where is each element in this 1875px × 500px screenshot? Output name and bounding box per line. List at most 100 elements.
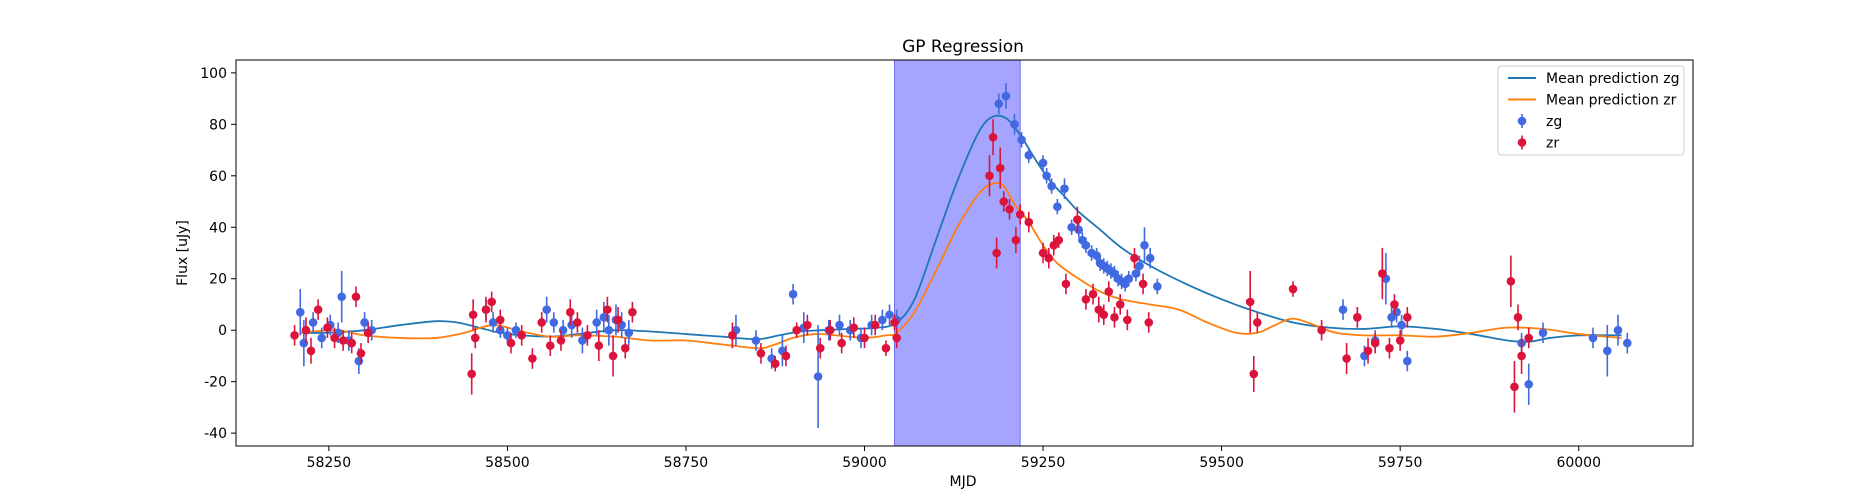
data-point — [988, 132, 998, 142]
data-point — [1317, 325, 1326, 335]
chart-title: GP Regression — [902, 37, 1024, 57]
data-point — [528, 354, 537, 363]
data-point — [604, 325, 614, 335]
x-tick-label: 58500 — [485, 455, 530, 471]
data-point — [1588, 333, 1598, 343]
data-point — [1397, 320, 1406, 330]
data-point — [620, 343, 630, 353]
data-point — [1044, 253, 1054, 263]
data-point — [1245, 297, 1255, 307]
data-point — [308, 318, 318, 327]
data-point — [1403, 313, 1412, 322]
data-point — [1038, 248, 1048, 258]
data-point — [503, 331, 512, 340]
x-axis-label: MJD — [950, 474, 977, 490]
data-point — [1042, 171, 1051, 181]
data-point — [594, 341, 604, 350]
data-point — [1370, 338, 1380, 348]
data-point — [608, 351, 618, 361]
data-point — [338, 336, 348, 345]
data-point — [792, 325, 801, 335]
data-point — [354, 356, 364, 366]
data-point — [360, 318, 369, 327]
y-tick-label: 100 — [200, 66, 227, 82]
data-point — [1513, 313, 1523, 322]
data-point — [835, 320, 844, 330]
data-point — [583, 331, 592, 340]
data-point — [470, 333, 480, 343]
data-point — [1253, 318, 1262, 327]
legend-marker-swatch — [1517, 138, 1527, 147]
data-point — [994, 99, 1004, 109]
data-point — [728, 331, 737, 340]
data-point — [878, 315, 887, 325]
data-point — [351, 292, 361, 302]
data-point — [1363, 346, 1373, 356]
y-tick-label: 60 — [209, 169, 227, 185]
data-point — [1011, 235, 1021, 245]
y-tick-label: 40 — [209, 220, 227, 236]
x-tick-label: 59250 — [1021, 455, 1066, 471]
data-point — [1053, 202, 1062, 211]
data-point — [1135, 261, 1144, 271]
data-point — [1145, 253, 1155, 263]
data-point — [813, 372, 823, 381]
data-point — [881, 343, 891, 353]
data-point — [1010, 120, 1019, 129]
data-point — [1138, 279, 1148, 289]
legend: Mean prediction zg Mean prediction zr zg zr — [1497, 65, 1685, 156]
data-point — [870, 320, 880, 330]
data-point — [751, 336, 761, 345]
data-point — [1061, 279, 1071, 289]
data-point — [347, 338, 357, 348]
data-point — [1140, 240, 1149, 250]
legend-marker-swatch — [1517, 116, 1527, 126]
data-point — [1115, 300, 1125, 309]
data-point — [992, 248, 1001, 258]
legend-label: Mean prediction zr — [1546, 93, 1677, 109]
plot-area: 58250 58500 58750 59000 59250 59500 59750 60000… — [200, 59, 1694, 471]
data-point — [756, 349, 766, 358]
legend-label: zg — [1546, 114, 1562, 130]
data-point — [1038, 158, 1048, 168]
data-point — [517, 331, 526, 340]
data-point — [363, 328, 373, 338]
data-point — [1099, 310, 1109, 320]
shaded-region — [894, 59, 1021, 447]
data-point — [860, 333, 869, 343]
y-tick-label: 0 — [218, 323, 227, 339]
data-point — [837, 338, 846, 348]
data-point — [488, 318, 498, 327]
data-point — [323, 323, 332, 332]
data-point — [788, 289, 798, 299]
data-point — [885, 310, 894, 320]
data-point — [849, 323, 859, 332]
data-point — [1506, 277, 1516, 286]
data-point — [890, 318, 899, 327]
data-point — [1249, 369, 1259, 379]
data-point — [1524, 379, 1534, 389]
data-point — [1081, 240, 1091, 250]
data-point — [511, 325, 521, 335]
data-point — [613, 315, 623, 325]
data-point — [573, 318, 582, 327]
data-point — [1538, 328, 1548, 338]
data-point — [781, 351, 791, 361]
data-point — [1390, 300, 1399, 309]
data-point — [1602, 346, 1612, 356]
data-point — [603, 305, 612, 314]
data-point — [1353, 313, 1362, 322]
data-point — [1081, 295, 1091, 304]
data-point — [290, 331, 299, 340]
data-point — [313, 305, 323, 314]
data-point — [1378, 269, 1387, 278]
y-tick-label: -40 — [204, 426, 227, 442]
data-point — [624, 328, 634, 338]
data-point — [1124, 274, 1134, 284]
legend-box — [1497, 65, 1685, 156]
data-point — [1510, 382, 1519, 392]
data-point — [468, 310, 478, 320]
data-point — [506, 338, 516, 348]
data-point — [481, 305, 491, 314]
